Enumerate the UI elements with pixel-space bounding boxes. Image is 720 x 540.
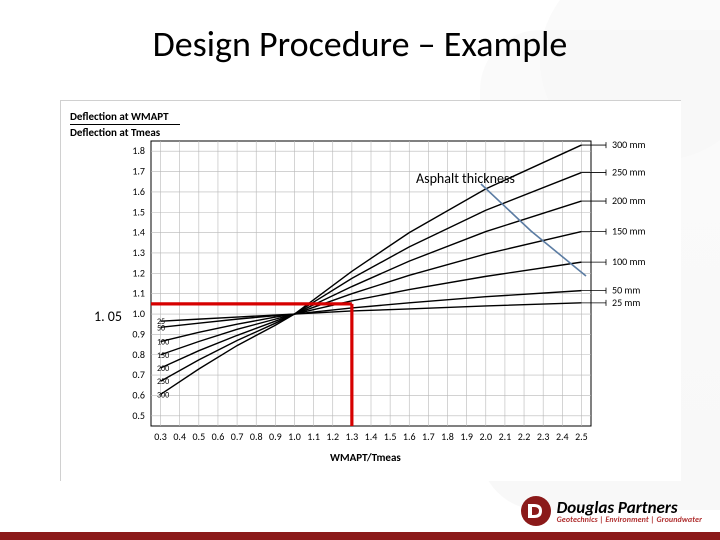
svg-text:0.7: 0.7 [132,368,145,381]
svg-text:0.8: 0.8 [132,348,145,361]
svg-text:0.3: 0.3 [154,430,167,443]
svg-text:1.8: 1.8 [132,144,145,157]
svg-text:200 mm: 200 mm [612,194,645,207]
page-title: Design Procedure – Example [0,22,720,66]
svg-text:1.9: 1.9 [460,430,473,443]
footer-bar [0,532,720,540]
svg-text:0.4: 0.4 [173,430,186,443]
svg-text:1.2: 1.2 [132,266,145,279]
svg-text:2.1: 2.1 [499,430,512,443]
svg-text:1.4: 1.4 [365,430,378,443]
svg-text:50 mm: 50 mm [612,284,640,297]
svg-text:2.5: 2.5 [575,430,588,443]
svg-text:1.4: 1.4 [132,226,145,239]
asphalt-thickness-label: Asphalt thickness [416,170,515,187]
svg-text:2.4: 2.4 [556,430,569,443]
svg-text:0.8: 0.8 [250,430,263,443]
svg-text:0.9: 0.9 [132,327,145,340]
svg-text:25 mm: 25 mm [612,296,640,309]
svg-text:1.1: 1.1 [307,430,320,443]
svg-text:1.6: 1.6 [132,185,145,198]
logo-text-main: Douglas Partners [557,499,702,516]
logo: Douglas Partners Geotechnics | Environme… [521,496,702,526]
svg-text:1.3: 1.3 [132,246,145,259]
svg-text:100 mm: 100 mm [612,255,645,268]
svg-text:100: 100 [157,338,169,348]
svg-text:1.6: 1.6 [403,430,416,443]
svg-text:300: 300 [157,390,169,400]
svg-text:300 mm: 300 mm [612,138,645,151]
svg-text:1.0: 1.0 [132,307,145,320]
chart-svg: 0.3 0.4 0.5 0.6 0.7 0.8 0.9 1.0 1.1 1.2 1.3 1.4 1.5 1… [61,101,681,481]
svg-text:0.5: 0.5 [132,409,145,422]
svg-text:1.2: 1.2 [326,430,339,443]
y-axis-label-top: Deflection at WMAPT [70,110,169,123]
svg-text:1.5: 1.5 [132,205,145,218]
svg-text:50: 50 [157,323,165,333]
svg-text:1.5: 1.5 [384,430,397,443]
svg-text:250: 250 [157,377,169,387]
svg-text:2.0: 2.0 [479,430,492,443]
chart-container: 0.3 0.4 0.5 0.6 0.7 0.8 0.9 1.0 1.1 1.2 1.3 1.4 1.5 1… [60,100,681,481]
logo-text-tagline: Geotechnics | Environment | Groundwater [557,516,702,524]
svg-text:0.7: 0.7 [231,430,244,443]
svg-text:1.7: 1.7 [422,430,435,443]
svg-text:1.7: 1.7 [132,165,145,178]
svg-text:2.2: 2.2 [518,430,531,443]
svg-text:1.8: 1.8 [441,430,454,443]
logo-icon [521,496,551,526]
svg-text:0.5: 0.5 [192,430,205,443]
y-axis-label: Deflection at WMAPT Deflection at Tmeas [70,110,180,139]
y-axis-label-divider [70,124,180,125]
svg-text:150: 150 [157,351,169,361]
value-105-annotation: 1. 05 [94,308,122,325]
svg-text:0.6: 0.6 [132,388,145,401]
svg-text:250 mm: 250 mm [612,166,645,179]
svg-text:1.0: 1.0 [288,430,301,443]
svg-text:200: 200 [157,364,169,374]
svg-text:0.9: 0.9 [269,430,282,443]
y-axis-label-bottom: Deflection at Tmeas [70,126,160,139]
svg-text:150 mm: 150 mm [612,225,645,238]
svg-text:0.6: 0.6 [212,430,225,443]
svg-text:1.3: 1.3 [346,430,359,443]
svg-text:2.3: 2.3 [537,430,550,443]
x-axis-label: WMAPT/Tmeas [330,451,401,464]
svg-text:1.1: 1.1 [132,287,145,300]
